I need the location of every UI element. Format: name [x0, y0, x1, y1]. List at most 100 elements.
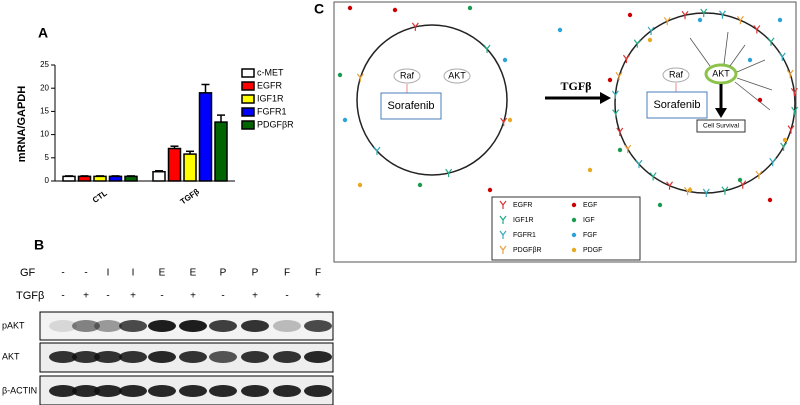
receptor: [615, 72, 623, 81]
lane-label: -: [285, 291, 288, 302]
ligand: [697, 17, 703, 23]
blot-band: [304, 385, 332, 397]
ligand: [571, 202, 577, 208]
ligand: [507, 117, 513, 123]
lane-label: P: [252, 268, 259, 279]
lane-label: -: [106, 291, 109, 302]
receptor: [500, 117, 508, 127]
legend-label: FGF: [583, 232, 597, 239]
row-label: GF: [20, 267, 36, 279]
lane-label: P: [220, 268, 227, 279]
blot-band: [179, 351, 207, 363]
legend-label: EGF: [583, 202, 597, 209]
lane-label: +: [315, 291, 321, 302]
ligand: [502, 57, 508, 63]
lane-label: +: [130, 291, 136, 302]
blot-band: [49, 385, 77, 397]
receptor: [753, 25, 761, 34]
arrow-head: [600, 92, 611, 104]
ligand: [767, 197, 773, 203]
akt-node: [704, 63, 738, 85]
lane-label: +: [83, 291, 89, 302]
receptor: [700, 8, 708, 18]
blot-band: [148, 351, 176, 363]
y-tick-label: 5: [45, 153, 50, 162]
blot-band: [94, 320, 122, 332]
blot-band: [241, 320, 269, 332]
arrow-label: TGFβ: [561, 79, 592, 93]
blot-band: [119, 320, 147, 332]
ligand: [417, 182, 423, 188]
blot-band: [179, 385, 207, 397]
outcome-box: [696, 119, 746, 133]
blot-band: [241, 385, 269, 397]
receptor: [702, 188, 710, 197]
panel-label: A: [38, 25, 48, 41]
receptor: [780, 142, 788, 151]
lane-label: F: [284, 268, 290, 279]
blot-band: [72, 385, 100, 397]
bar: [108, 175, 123, 182]
receptor: [622, 54, 630, 64]
legend-swatch: [241, 107, 255, 117]
bar: [167, 147, 182, 182]
akt-label: AKT: [712, 68, 730, 78]
ligand: [571, 232, 577, 238]
ligand: [347, 5, 353, 11]
receptor: [649, 172, 657, 181]
receptor: [769, 157, 777, 167]
legend-swatch: [241, 120, 255, 130]
raf-node: [662, 67, 690, 83]
raf-node: [393, 68, 421, 84]
receptor: [681, 10, 689, 20]
blot-band: [49, 320, 77, 332]
legend-label: IGF1R: [257, 93, 284, 103]
akt-label: AKT: [448, 70, 466, 80]
blot-band: [119, 351, 147, 363]
band-label: β-ACTIN: [2, 385, 37, 395]
ligand: [571, 217, 577, 223]
legend-label: PDGF: [583, 247, 602, 254]
blot-band: [72, 351, 100, 363]
ligand: [571, 247, 577, 253]
blot-band: [49, 351, 77, 363]
receptor: [786, 69, 794, 78]
receptor: [736, 15, 744, 25]
lane-label: -: [61, 291, 64, 302]
bar: [77, 175, 92, 182]
receptor: [499, 245, 507, 254]
lane-label: E: [159, 268, 166, 279]
ligand: [587, 167, 593, 173]
blot-band: [179, 320, 207, 332]
ligand: [782, 137, 788, 143]
legend-label: FGFR1: [257, 106, 287, 116]
receptor: [663, 16, 671, 26]
receptor: [611, 90, 619, 99]
blot-band: [304, 351, 332, 363]
bar: [93, 175, 107, 182]
blot-band: [273, 385, 301, 397]
raf-label: Raf: [669, 69, 684, 79]
raf-label: Raf: [400, 70, 415, 80]
y-axis-label: mRNA/GAPDH: [16, 86, 28, 162]
legend-label: PDGFβR: [513, 247, 542, 254]
y-tick-label: 0: [45, 176, 50, 185]
ligand: [777, 17, 783, 23]
receptor: [647, 26, 655, 35]
y-tick-label: 25: [40, 60, 49, 69]
row-label: TGFβ: [16, 290, 44, 302]
akt-node: [443, 68, 471, 84]
lane-label: I: [132, 268, 135, 279]
receptor: [499, 200, 507, 209]
outcome-label: Cell Survival: [703, 123, 740, 130]
receptor: [616, 127, 624, 137]
legend-label: EGFR: [257, 80, 283, 90]
receptor: [499, 230, 507, 239]
ligand: [687, 187, 693, 193]
x-tick-label: TGFβ: [179, 187, 201, 206]
receptor: [767, 37, 775, 46]
bar: [152, 170, 166, 182]
legend-label: c-MET: [257, 67, 284, 77]
y-tick-label: 15: [40, 107, 49, 116]
